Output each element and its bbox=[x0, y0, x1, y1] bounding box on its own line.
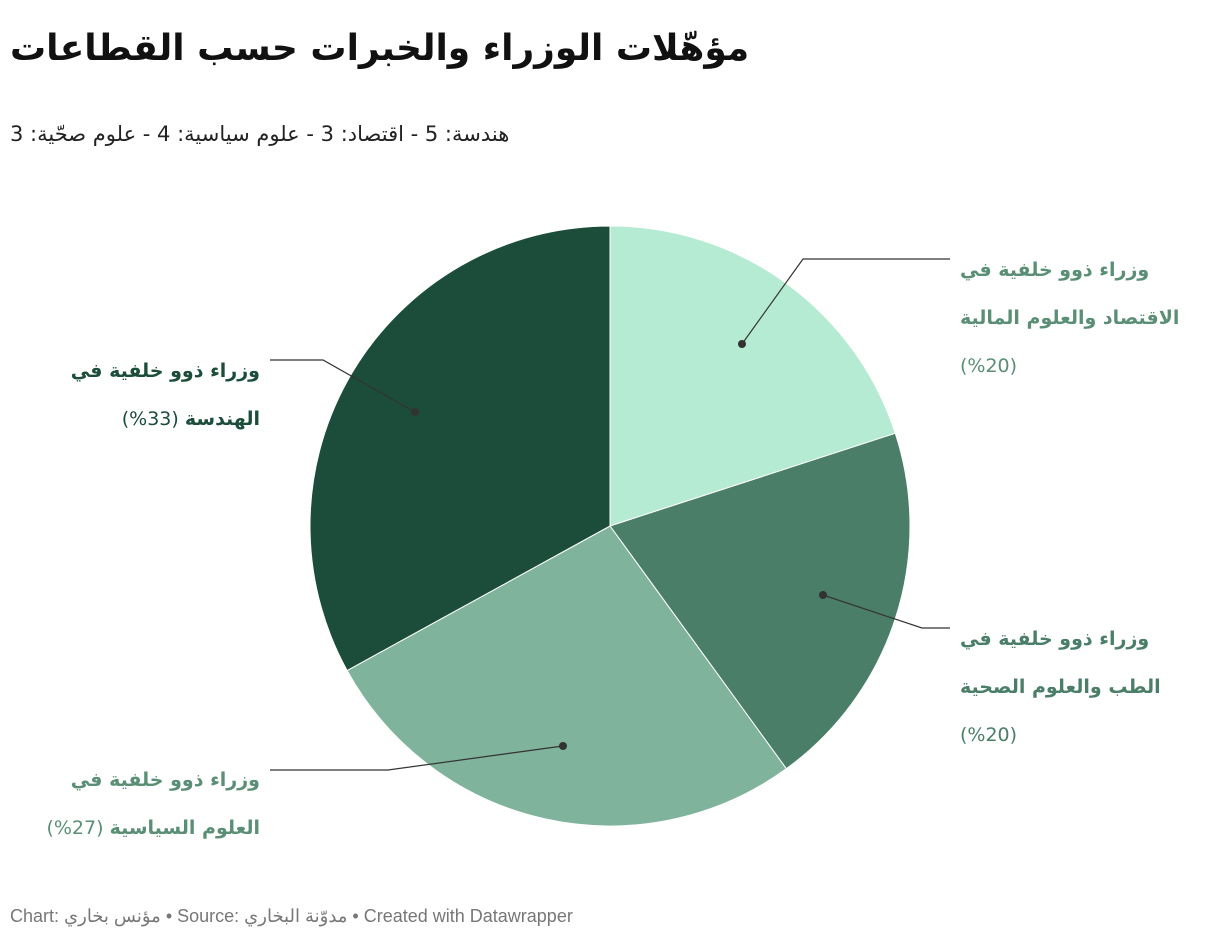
leader-line bbox=[822, 594, 950, 629]
value-label: (27%) bbox=[46, 817, 104, 839]
value-label: (20%) bbox=[960, 355, 1018, 377]
slice-label: وزراء ذوو خلفية في الهندسة (33%) bbox=[15, 347, 260, 443]
pie-slice bbox=[609, 225, 896, 527]
footer: Chart: مؤنس بخاري • Source: مدوّنة البخا… bbox=[10, 906, 573, 926]
leader-dot bbox=[738, 340, 746, 348]
leader-line bbox=[270, 359, 416, 413]
category-label: وزراء ذوو خلفية في الهندسة bbox=[70, 360, 260, 430]
value-label: (33%) bbox=[121, 408, 179, 430]
slice-label: وزراء ذوو خلفية في العلوم السياسية (27%) bbox=[15, 756, 260, 852]
slice-label: وزراء ذوو خلفية في الاقتصاد والعلوم الما… bbox=[960, 246, 1205, 390]
chart-title: مؤهّلات الوزراء والخبرات حسب القطاعات bbox=[10, 28, 750, 69]
leader-dot bbox=[559, 742, 567, 750]
category-label: وزراء ذوو خلفية في الاقتصاد والعلوم الما… bbox=[960, 259, 1180, 329]
pie-slice bbox=[309, 225, 611, 672]
category-label: وزراء ذوو خلفية في العلوم السياسية bbox=[70, 769, 260, 839]
slice-label: وزراء ذوو خلفية في الطب والعلوم الصحية (… bbox=[960, 615, 1205, 759]
pie-slice bbox=[346, 525, 788, 827]
leader-dot bbox=[411, 408, 419, 416]
category-label: وزراء ذوو خلفية في الطب والعلوم الصحية bbox=[960, 628, 1161, 698]
leader-line bbox=[741, 258, 950, 345]
chart-subtitle: هندسة: 5 - اقتصاد: 3 - علوم سياسية: 4 - … bbox=[10, 122, 510, 146]
leader-line bbox=[270, 745, 564, 771]
leader-dot bbox=[819, 591, 827, 599]
value-label: (20%) bbox=[960, 724, 1018, 746]
